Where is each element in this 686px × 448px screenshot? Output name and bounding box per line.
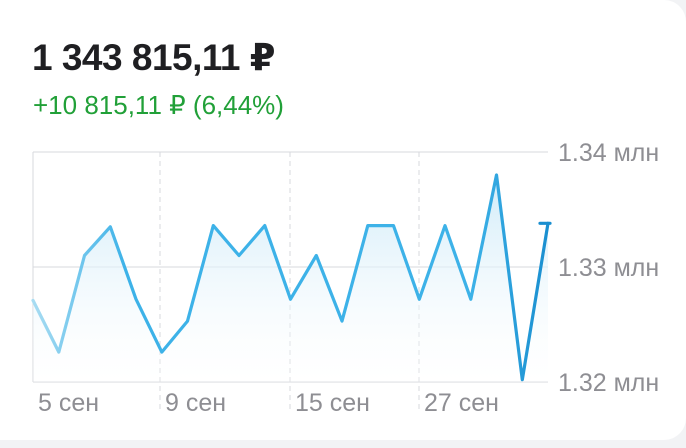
data-point bbox=[160, 350, 164, 354]
data-point bbox=[31, 298, 35, 302]
data-point bbox=[495, 173, 499, 177]
data-point bbox=[366, 224, 370, 228]
data-point bbox=[237, 254, 241, 258]
data-point bbox=[134, 297, 138, 301]
x-tick-label: 9 сен bbox=[165, 389, 226, 417]
y-tick-label: 1.32 млн bbox=[558, 369, 659, 397]
portfolio-change: +10 815,11 ₽ (6,44%) bbox=[33, 90, 284, 120]
series-area bbox=[33, 175, 548, 382]
data-point bbox=[186, 319, 190, 323]
series-line bbox=[31, 173, 550, 382]
data-point bbox=[392, 224, 396, 228]
data-point bbox=[108, 225, 112, 229]
data-point bbox=[263, 224, 267, 228]
x-tick-label: 5 сен bbox=[38, 389, 99, 417]
data-point bbox=[443, 224, 447, 228]
y-tick-label: 1.33 млн bbox=[558, 254, 659, 282]
data-point bbox=[211, 224, 215, 228]
data-point bbox=[417, 297, 421, 301]
data-point bbox=[469, 297, 473, 301]
data-point bbox=[289, 297, 293, 301]
y-tick-label: 1.34 млн bbox=[558, 139, 659, 167]
data-point bbox=[57, 350, 61, 354]
portfolio-balance: 1 343 815,11 ₽ bbox=[32, 37, 276, 78]
data-point bbox=[83, 254, 87, 258]
x-tick-label: 27 сен bbox=[424, 389, 499, 417]
data-point bbox=[314, 254, 318, 258]
x-tick-label: 15 сен bbox=[295, 389, 370, 417]
data-point bbox=[546, 221, 550, 225]
data-point bbox=[340, 319, 344, 323]
data-point bbox=[520, 378, 524, 382]
